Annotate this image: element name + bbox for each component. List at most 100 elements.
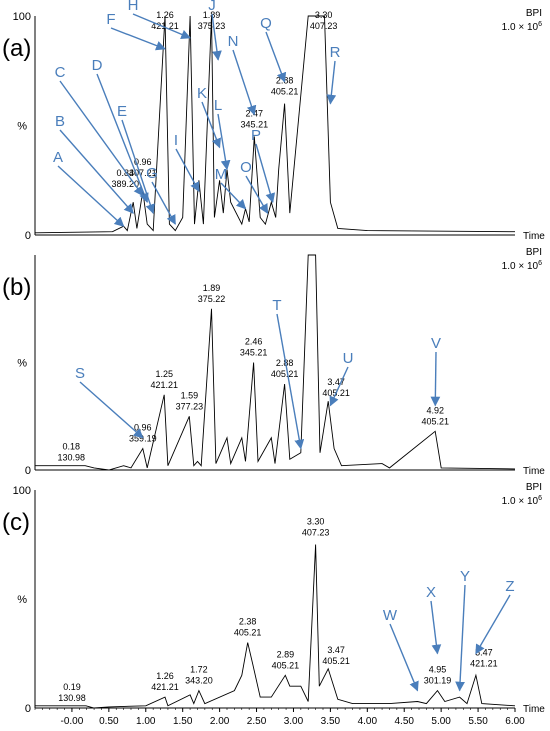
compound-marker-arrow [175, 148, 200, 193]
peak-label-rt: 2.38 [239, 617, 257, 627]
x-tick-label: 6.00 [505, 716, 525, 727]
compound-marker-arrow [59, 80, 144, 197]
compound-marker-arrow [217, 113, 231, 171]
compound-marker-arrow [245, 175, 269, 214]
compound-marker-arrow [326, 60, 337, 105]
compound-marker-label: U [343, 350, 354, 367]
peak-label-mz: 407.21 [129, 168, 157, 178]
peak-label-mz: 389.20 [111, 179, 139, 189]
detector-label: BPI [526, 247, 542, 258]
compound-marker-label: I [174, 132, 178, 149]
compound-marker-arrow [57, 165, 125, 227]
x-tick-label: 1.50 [173, 716, 193, 727]
peak-label-mz: 421.21 [151, 682, 179, 692]
peak-label-rt: 1.59 [181, 390, 199, 400]
peak-label-rt: 5.47 [475, 647, 493, 657]
compound-marker-label: K [197, 85, 207, 102]
compound-marker-label: W [383, 607, 398, 624]
compound-marker-label: C [55, 64, 66, 81]
intensity-scale-label: 1.0 × 106 [502, 260, 542, 272]
compound-marker-arrow [220, 182, 247, 210]
peak-label-rt: 3.47 [327, 377, 345, 387]
peak-label-mz: 405.21 [272, 660, 300, 670]
peak-label-rt: 0.96 [134, 423, 152, 433]
chromatogram-trace [35, 254, 516, 471]
peak-label-mz: 405.21 [271, 87, 299, 97]
x-axis-label: Time [523, 466, 545, 477]
peak-label-mz: 421.21 [470, 658, 498, 668]
x-axis-label: Time [523, 704, 545, 715]
peak-label-rt: 2.89 [277, 649, 295, 659]
x-tick-label: 2.00 [210, 716, 230, 727]
y-axis-unit-label: % [17, 594, 27, 606]
compound-marker-label: S [75, 365, 85, 382]
peak-label-mz: 405.21 [271, 369, 299, 379]
panel-label: (b) [2, 274, 31, 301]
peak-label-mz: 301.19 [424, 676, 452, 686]
compound-marker-arrow [430, 600, 442, 655]
compound-marker-arrow [265, 31, 287, 83]
peak-label-mz: 343.20 [185, 676, 213, 686]
compound-marker-arrow [59, 129, 134, 214]
peak-label-mz: 130.98 [57, 453, 85, 463]
intensity-scale-label: 1.0 × 106 [502, 21, 542, 33]
peak-label-mz: 405.21 [234, 628, 262, 638]
compound-marker-arrow [121, 119, 156, 215]
compound-marker-arrow [430, 351, 441, 407]
x-axis-label: Time [523, 231, 545, 242]
compound-marker-arrow [211, 13, 222, 61]
peak-label-rt: 0.96 [134, 157, 152, 167]
peak-label-mz: 407.23 [310, 21, 338, 31]
compound-marker-label: O [240, 159, 252, 176]
peak-label-rt: 3.47 [327, 645, 345, 655]
peak-label-rt: 0.19 [63, 682, 81, 692]
y-tick-label-100: 100 [13, 11, 31, 23]
compound-marker-label: D [92, 57, 103, 74]
peak-label-mz: 130.98 [58, 693, 86, 703]
peak-label-mz: 375.23 [198, 21, 226, 31]
compound-marker-arrow [132, 13, 191, 40]
compound-marker-arrow [255, 143, 276, 204]
x-tick-label: 3.00 [284, 716, 304, 727]
peak-label-rt: 0.83 [116, 168, 134, 178]
compound-marker-label: M [215, 166, 228, 183]
peak-label-mz: 407.23 [302, 528, 330, 538]
peak-label-rt: 1.25 [155, 369, 173, 379]
y-tick-label-0: 0 [25, 465, 31, 477]
intensity-scale-label: 1.0 × 106 [502, 495, 542, 507]
peak-label-mz: 405.21 [421, 416, 449, 426]
peak-label-mz: 359.19 [129, 434, 157, 444]
peak-label-rt: 2.88 [276, 358, 294, 368]
x-tick-label: 3.50 [321, 716, 341, 727]
peak-label-rt: 1.72 [190, 665, 208, 675]
panel-label: (c) [2, 509, 30, 536]
compound-marker-arrow [151, 181, 176, 225]
peak-label-mz: 375.22 [198, 294, 226, 304]
compound-marker-label: J [208, 0, 216, 14]
peak-label-rt: 1.26 [156, 671, 174, 681]
x-tick-label: 5.50 [468, 716, 488, 727]
compound-marker-label: T [272, 297, 281, 314]
peak-label-rt: 2.46 [245, 337, 263, 347]
compound-marker-label: Y [460, 568, 470, 585]
compound-marker-arrow [232, 49, 257, 116]
y-tick-label-0: 0 [25, 703, 31, 715]
panel-label: (a) [2, 35, 31, 62]
y-tick-label-100: 100 [13, 485, 31, 497]
compound-marker-arrow [201, 101, 221, 149]
compound-marker-arrow [475, 594, 511, 655]
compound-marker-arrow [96, 73, 149, 204]
compound-marker-label: A [53, 149, 63, 166]
compound-marker-arrow [329, 366, 349, 407]
compound-marker-arrow [79, 381, 144, 439]
x-tick-label: 4.50 [394, 716, 414, 727]
peak-label-mz: 345.21 [240, 348, 268, 358]
compound-marker-arrow [110, 27, 166, 51]
peak-label-rt: 3.30 [307, 517, 325, 527]
detector-label: BPI [526, 8, 542, 19]
x-tick-label: 5.00 [431, 716, 451, 727]
y-axis-unit-label: % [17, 358, 27, 370]
peak-label-rt: 3.30 [315, 10, 333, 20]
